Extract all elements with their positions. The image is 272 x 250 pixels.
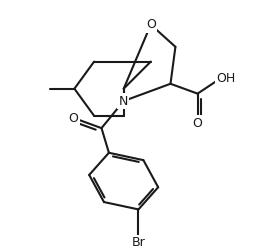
- Text: O: O: [193, 117, 203, 130]
- Text: OH: OH: [216, 72, 236, 85]
- Text: N: N: [119, 94, 128, 108]
- Text: Br: Br: [132, 236, 145, 249]
- Text: O: O: [146, 18, 156, 31]
- Text: O: O: [68, 112, 78, 125]
